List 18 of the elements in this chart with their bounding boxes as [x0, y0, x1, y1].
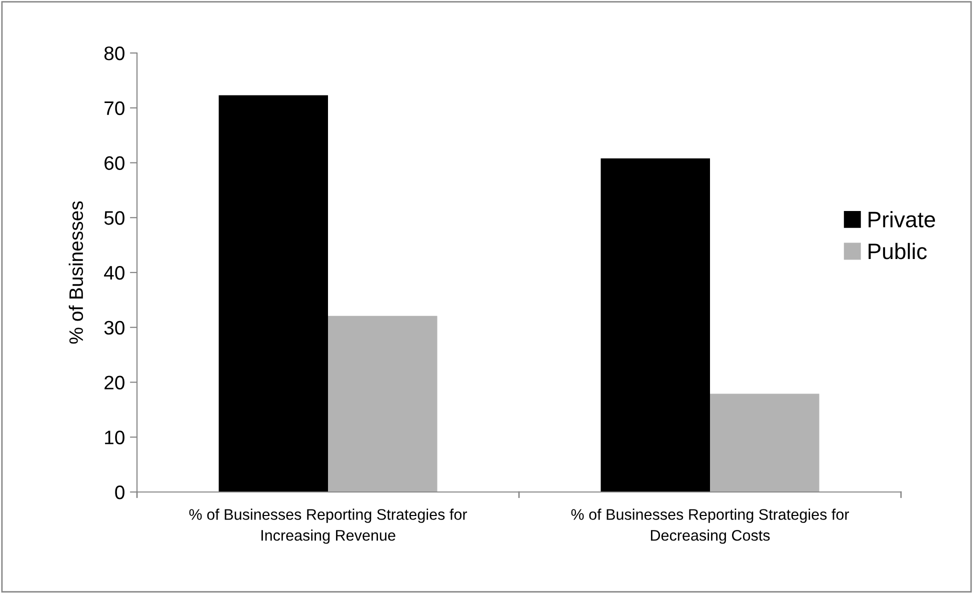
y-tick-label: 50: [104, 211, 124, 225]
bar: [218, 95, 328, 492]
legend-label: Public: [868, 242, 927, 260]
y-tick-label: 20: [104, 376, 124, 390]
bar: [710, 394, 820, 492]
y-tick-label: 10: [105, 430, 124, 444]
y-tick-label: 70: [104, 101, 124, 116]
bar: [328, 316, 438, 492]
y-tick-label: 40: [104, 266, 124, 280]
x-tick-label: % of Businesses Reporting Strategies for Decreasing Costs: [571, 508, 850, 544]
y-tick-label: 0: [115, 485, 124, 500]
y-tick-label: 80: [104, 46, 124, 60]
y-tick-label: 30: [104, 320, 124, 335]
y-axis-title: % of Businesses: [68, 201, 84, 344]
bar: [600, 158, 710, 492]
x-tick-label: % of Businesses Reporting Strategies for Increasing Revenue: [189, 508, 468, 544]
legend-label: Private: [868, 211, 935, 228]
y-tick-label: 60: [104, 156, 124, 170]
